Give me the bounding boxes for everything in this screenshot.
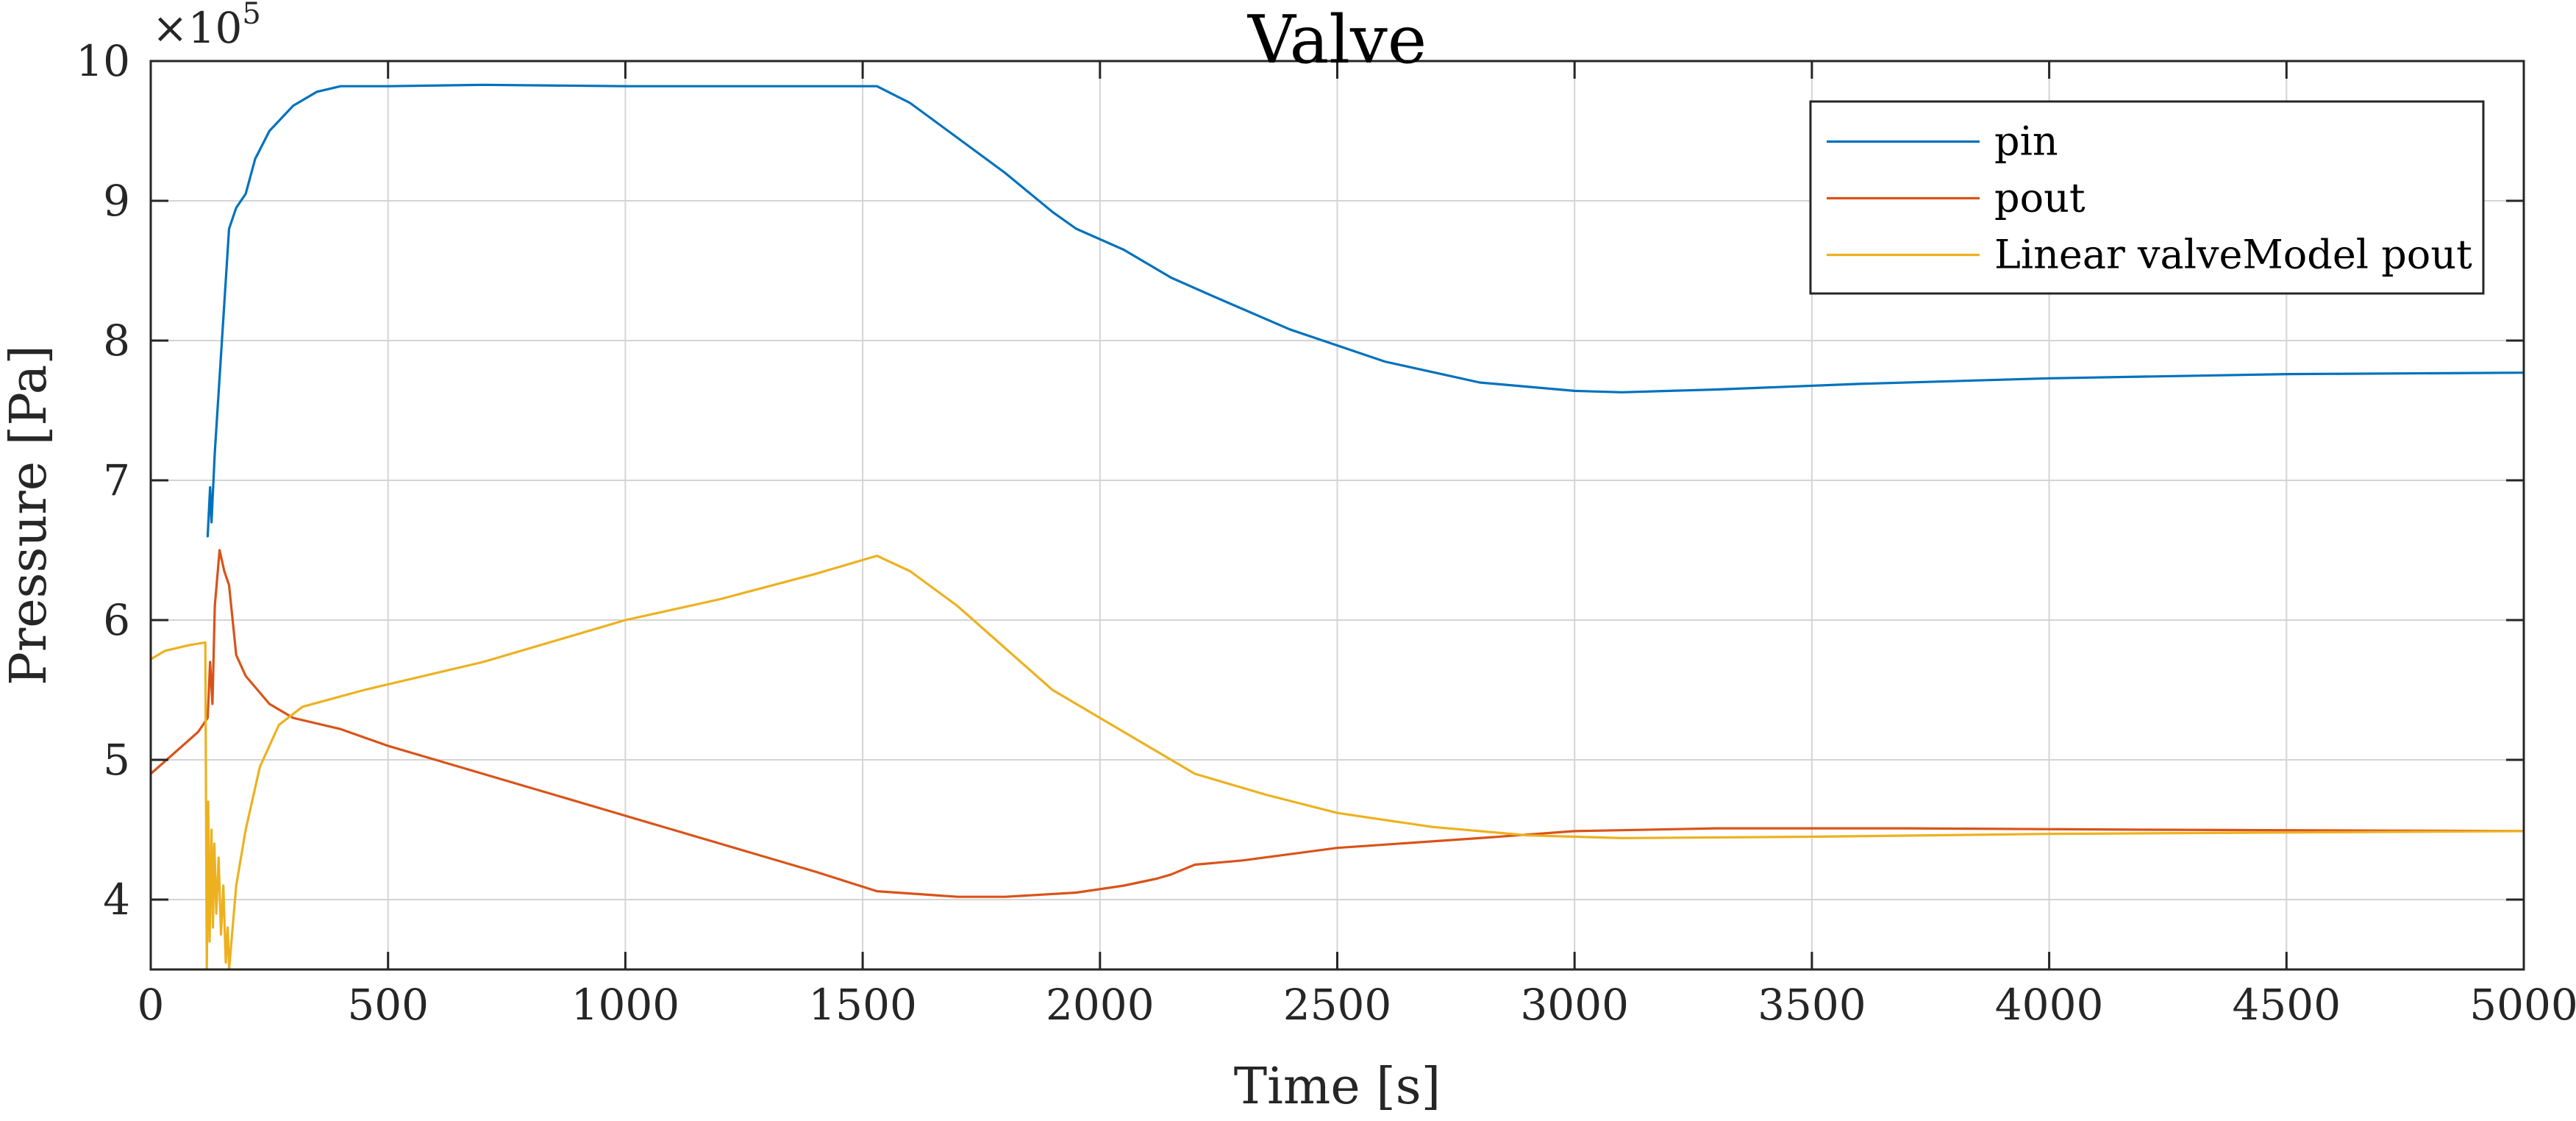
legend: pin pout Linear valveModel pout [1809, 100, 2485, 295]
grid-lines [151, 61, 2524, 969]
y-axis-label: Pressure [Pa] [0, 345, 58, 686]
x-tick-label: 1500 [808, 980, 917, 1030]
x-tick-label: 0 [138, 980, 165, 1030]
y-tick-label: 8 [103, 316, 130, 366]
legend-label-linear-valvemodel-pout: Linear valveModel pout [1994, 232, 2472, 278]
legend-label-pin: pin [1994, 118, 2058, 165]
y-tick-label: 6 [103, 595, 130, 645]
data-series [151, 83, 2524, 969]
y-tick-label: 4 [103, 875, 130, 925]
chart-title: Valve [1247, 1, 1427, 79]
x-tick-label: 500 [347, 980, 429, 1030]
y-axis-exponent: ×105 [152, 0, 261, 53]
x-tick-label: 3000 [1520, 980, 1629, 1030]
legend-label-pout: pout [1994, 175, 2086, 221]
y-axis-exponent-base: ×10 [152, 3, 242, 53]
x-tick-label: 2500 [1283, 980, 1392, 1030]
series-line-pout [151, 549, 2524, 898]
x-tick-label: 3500 [1758, 980, 1866, 1030]
x-tick-label: 5000 [2469, 980, 2576, 1030]
series-line-pin [206, 83, 2524, 538]
x-axis-label: Time [s] [1234, 1058, 1441, 1116]
y-tick-label: 10 [76, 36, 130, 86]
y-tick-label: 7 [103, 455, 130, 505]
y-tick-label: 9 [103, 176, 130, 226]
y-axis-exponent-power: 5 [242, 0, 260, 31]
x-tick-label: 1000 [571, 980, 680, 1030]
x-tick-label: 4500 [2232, 980, 2341, 1030]
y-tick-label: 5 [103, 735, 130, 785]
series-line-linear-valvemodel-pout [151, 555, 2524, 969]
axis-ticks: 0 500 1000 1500 2000 2500 3000 3500 4000 4500 5000… [76, 36, 2576, 1030]
x-tick-label: 2000 [1046, 980, 1155, 1030]
x-tick-label: 4000 [1995, 980, 2104, 1030]
